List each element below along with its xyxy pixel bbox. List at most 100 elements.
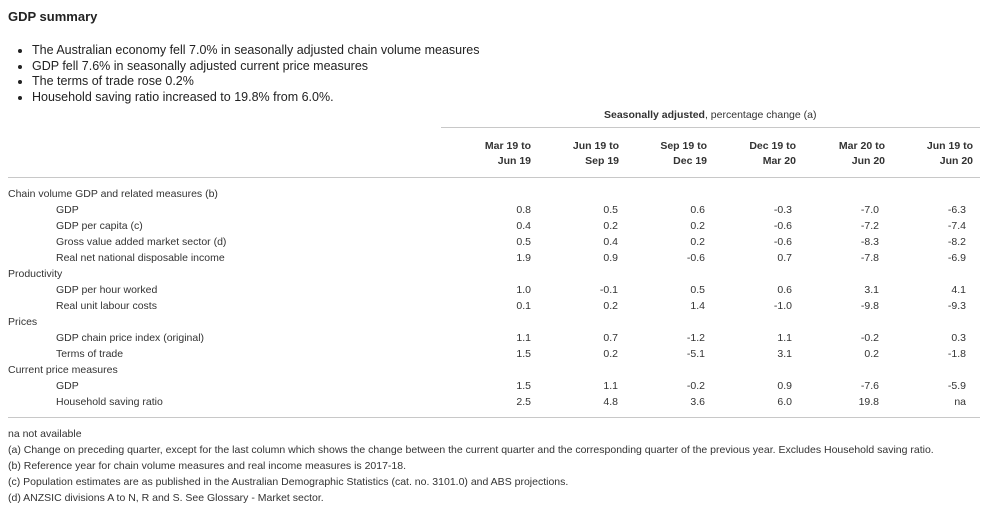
- value-cell: 0.2: [690, 236, 705, 248]
- footnote: (c) Population estimates are as publishe…: [8, 476, 569, 489]
- table-top-rule: [8, 177, 980, 178]
- row-label: Household saving ratio: [56, 396, 163, 408]
- value-cell: [531, 266, 618, 282]
- value-cell: [879, 362, 966, 378]
- value-cell: -0.6: [773, 220, 792, 232]
- value-cell: [705, 362, 792, 378]
- value-cell: -7.8: [860, 252, 879, 264]
- value-cell: 1.0: [516, 284, 531, 296]
- column-header-line2: Mar 20: [762, 155, 796, 167]
- row-label: GDP: [56, 380, 79, 392]
- value-cell: -0.6: [686, 252, 705, 264]
- table-bottom-rule: [8, 417, 980, 418]
- value-cell: 0.9: [777, 380, 792, 392]
- value-cell: [488, 186, 531, 202]
- column-header-line2: Sep 19: [585, 155, 619, 167]
- row-label: Gross value added market sector (d): [56, 236, 227, 248]
- column-header-line1: Jun 19 to: [572, 140, 619, 152]
- value-cell: [879, 186, 966, 202]
- value-cell: 6.0: [777, 396, 792, 408]
- value-cell: [792, 186, 879, 202]
- value-cell: -6.9: [947, 252, 966, 264]
- bullet-item: GDP fell 7.6% in seasonally adjusted cur…: [32, 59, 479, 75]
- table-row: GDP chain price index (original) 1.1 0.7 -1…: [8, 330, 966, 346]
- value-cell: 4.1: [951, 284, 966, 296]
- value-cell: 0.5: [516, 236, 531, 248]
- value-cell: 19.8: [858, 396, 879, 408]
- row-label: GDP chain price index (original): [56, 332, 205, 344]
- value-cell: [531, 362, 618, 378]
- section-header-row: Prices: [8, 314, 966, 330]
- table-row: Real net national disposable income 1.9 0.…: [8, 250, 966, 266]
- value-cell: -7.2: [860, 220, 879, 232]
- value-cell: -7.0: [860, 204, 879, 216]
- section-label: Prices: [8, 316, 38, 328]
- column-header-line1: Mar 20 to: [838, 140, 885, 152]
- value-cell: 1.1: [603, 380, 618, 392]
- value-cell: [705, 186, 792, 202]
- value-cell: [618, 186, 705, 202]
- column-header: Sep 19 to Dec 19: [621, 139, 707, 169]
- value-cell: 0.9: [603, 252, 618, 264]
- column-header-line1: Dec 19 to: [749, 140, 796, 152]
- value-cell: -5.1: [686, 348, 705, 360]
- row-label: GDP: [56, 204, 79, 216]
- value-cell: -7.6: [860, 380, 879, 392]
- value-cell: 0.5: [690, 284, 705, 296]
- footnote: na not available: [8, 428, 82, 440]
- value-cell: 0.5: [603, 204, 618, 216]
- column-header-line2: Jun 20: [851, 155, 885, 167]
- row-label: Terms of trade: [56, 348, 124, 360]
- value-cell: 0.2: [690, 220, 705, 232]
- value-cell: [792, 314, 879, 330]
- summary-bullet-list: The Australian economy fell 7.0% in seas…: [14, 43, 479, 105]
- section-label: Current price measures: [8, 364, 118, 376]
- group-header-rest: , percentage change (a): [704, 109, 817, 121]
- value-cell: [618, 362, 705, 378]
- value-cell: 0.3: [951, 332, 966, 344]
- value-cell: -8.2: [947, 236, 966, 248]
- section-label: Chain volume GDP and related measures (b…: [8, 188, 218, 200]
- row-label: GDP per capita (c): [56, 220, 143, 232]
- section-header-row: Chain volume GDP and related measures (b…: [8, 186, 966, 202]
- value-cell: -0.2: [686, 380, 705, 392]
- footnotes: na not available (a) Change on preceding…: [8, 426, 934, 506]
- value-cell: [879, 266, 966, 282]
- value-cell: [618, 266, 705, 282]
- table-group-header: Seasonally adjusted, percentage change (…: [604, 109, 816, 121]
- value-cell: 0.6: [777, 284, 792, 296]
- section-header-row: Productivity: [8, 266, 966, 282]
- column-header-line1: Sep 19 to: [660, 140, 707, 152]
- value-cell: 1.1: [777, 332, 792, 344]
- bullet-item: Household saving ratio increased to 19.8…: [32, 90, 479, 106]
- bullet-item: The terms of trade rose 0.2%: [32, 74, 479, 90]
- column-header: Jun 19 to Sep 19: [533, 139, 619, 169]
- table-row: GDP per hour worked 1.0 -0.1 0.5 0.6 3.1 4.1: [8, 282, 966, 298]
- value-cell: -0.1: [599, 284, 618, 296]
- value-cell: -6.3: [947, 204, 966, 216]
- value-cell: -7.4: [947, 220, 966, 232]
- value-cell: -0.3: [773, 204, 792, 216]
- value-cell: 1.9: [516, 252, 531, 264]
- value-cell: [531, 314, 618, 330]
- value-cell: 0.2: [603, 220, 618, 232]
- bullet-item: The Australian economy fell 7.0% in seas…: [32, 43, 479, 59]
- value-cell: 0.4: [603, 236, 618, 248]
- value-cell: 0.2: [864, 348, 879, 360]
- value-cell: 0.7: [777, 252, 792, 264]
- header-divider: [441, 127, 980, 128]
- table-row: Gross value added market sector (d) 0.5 0.…: [8, 234, 966, 250]
- column-header-line1: Mar 19 to: [484, 140, 531, 152]
- value-cell: 4.8: [603, 396, 618, 408]
- value-cell: 3.1: [777, 348, 792, 360]
- value-cell: [531, 186, 618, 202]
- value-cell: 2.5: [516, 396, 531, 408]
- row-label: GDP per hour worked: [56, 284, 158, 296]
- column-header: Jun 19 to Jun 20: [887, 139, 973, 169]
- table-row: GDP 1.5 1.1 -0.2 0.9 -7.6 -5.9: [8, 378, 966, 394]
- column-header-line2: Jun 19: [497, 155, 531, 167]
- value-cell: 0.8: [516, 204, 531, 216]
- value-cell: 0.2: [603, 348, 618, 360]
- value-cell: 1.1: [516, 332, 531, 344]
- page-title: GDP summary: [8, 9, 98, 24]
